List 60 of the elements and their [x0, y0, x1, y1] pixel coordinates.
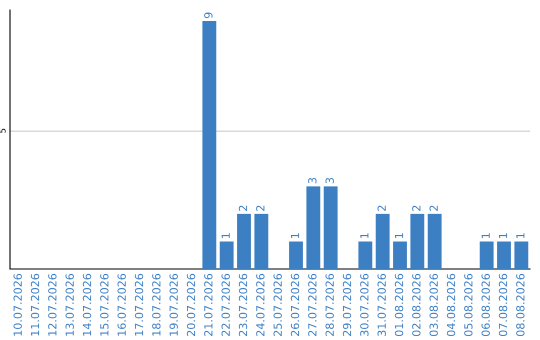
x-tick-label: 18.07.2026 [152, 274, 161, 336]
bar [376, 214, 390, 269]
x-tick-label: 12.07.2026 [48, 274, 57, 336]
bar [480, 241, 494, 269]
x-tick-label: 19.07.2026 [169, 274, 178, 336]
x-tick-label: 16.07.2026 [117, 274, 126, 336]
x-tick-label: 11.07.2026 [30, 274, 40, 336]
bar [237, 214, 251, 269]
bar [358, 241, 372, 269]
bar [324, 186, 338, 269]
bar [514, 241, 528, 269]
x-tick-label: 10.07.2026 [13, 274, 22, 336]
data-label: 1 [516, 233, 524, 238]
data-label: 1 [360, 233, 368, 238]
x-tick-label: 31.07.2026 [377, 274, 386, 336]
data-label: 3 [308, 178, 317, 184]
x-tick-label: 15.07.2026 [100, 274, 109, 336]
data-label: 1 [498, 233, 508, 238]
data-label: 2 [238, 206, 248, 211]
data-label: 2 [412, 206, 420, 211]
x-tick-label: 21.07.2026 [204, 274, 213, 336]
x-tick-label: 07.08.2026 [498, 274, 508, 336]
data-label: 1 [394, 233, 404, 238]
bar [289, 241, 303, 269]
bar [202, 21, 216, 269]
bar [220, 241, 234, 269]
x-tick-label: 26.07.2026 [290, 274, 300, 336]
x-tick-label: 29.07.2026 [342, 274, 352, 336]
x-tick-label: 17.07.2026 [134, 274, 144, 336]
bar [306, 186, 320, 269]
data-label: 1 [290, 233, 300, 238]
data-label: 3 [325, 178, 334, 184]
x-tick-label: 23.07.2026 [238, 274, 248, 336]
x-tick-label: 25.07.2026 [273, 274, 282, 336]
data-label: 2 [429, 206, 438, 211]
x-tick-label: 24.07.2026 [256, 274, 265, 336]
x-tick-label: 28.07.2026 [325, 274, 334, 336]
x-tick-label: 06.08.2026 [481, 274, 490, 336]
data-label: 1 [222, 233, 230, 238]
x-tick-label: 04.08.2026 [446, 274, 456, 336]
x-tick-label: 20.07.2026 [186, 274, 196, 336]
data-label: 1 [482, 233, 490, 238]
data-label: 2 [377, 206, 386, 211]
x-tick-label: 13.07.2026 [65, 274, 74, 336]
bar [497, 241, 511, 269]
x-tick-label: 05.08.2026 [464, 274, 473, 336]
x-tick-label: 14.07.2026 [82, 274, 92, 336]
x-tick-label: 22.07.2026 [221, 274, 230, 336]
bar [393, 241, 407, 269]
x-tick-label: 03.08.2026 [429, 274, 438, 336]
bar [410, 214, 424, 269]
x-tick-label: 27.07.2026 [308, 274, 317, 336]
x-tick-label: 30.07.2026 [360, 274, 369, 336]
data-label: 9 [204, 12, 213, 18]
x-tick-label: 08.08.2026 [516, 274, 525, 336]
x-tick-label: 02.08.2026 [412, 274, 421, 336]
bar [254, 214, 268, 269]
x-tick-label: 01.08.2026 [394, 274, 404, 336]
data-label: 2 [256, 206, 264, 211]
bar [428, 214, 442, 269]
